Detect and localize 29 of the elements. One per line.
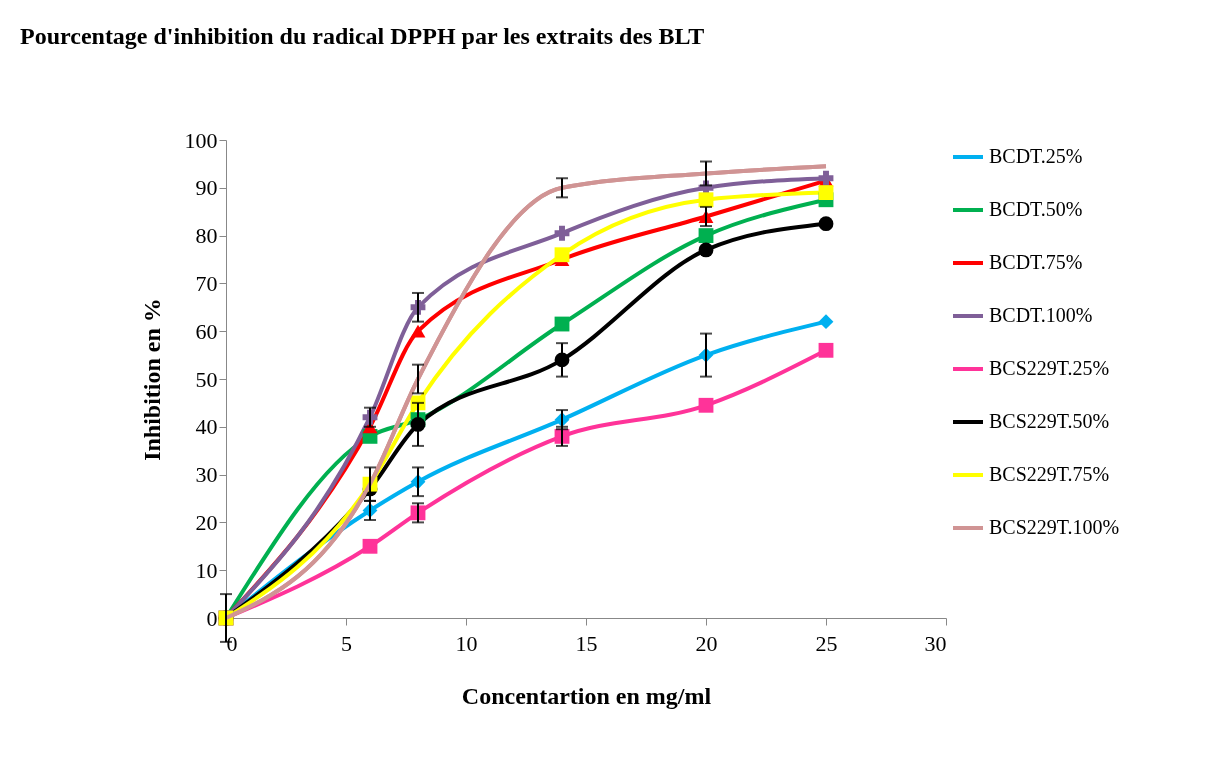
x-tick-label: 30 — [924, 630, 947, 656]
legend-label: BCDT.50% — [989, 198, 1083, 220]
y-tick-label: 100 — [184, 127, 218, 153]
y-tick-label: 0 — [206, 605, 218, 631]
y-tick-label: 20 — [195, 509, 218, 535]
x-tick-label: 0 — [226, 630, 238, 656]
legend-label: BCDT.100% — [989, 304, 1093, 326]
y-tick-label: 70 — [195, 270, 218, 296]
legend-label: BCDT.75% — [989, 251, 1083, 273]
legend-label: BCS229T.100% — [989, 516, 1120, 538]
y-tick-label: 80 — [195, 223, 218, 249]
y-axis-title: Inhibition en % — [138, 298, 165, 461]
y-tick-label: 10 — [195, 557, 218, 583]
y-tick-label: 40 — [195, 414, 218, 440]
chart-title: Pourcentage d'inhibition du radical DPPH par les extraits des BLT — [20, 23, 705, 49]
y-tick-label: 30 — [195, 462, 218, 488]
legend-label: BCS229T.25% — [989, 357, 1110, 379]
legend-label: BCS229T.50% — [989, 410, 1110, 432]
x-tick-label: 20 — [695, 630, 718, 656]
y-tick-label: 50 — [195, 366, 218, 392]
y-tick-label: 60 — [195, 318, 218, 344]
x-tick-label: 10 — [455, 630, 478, 656]
x-tick-label: 15 — [575, 630, 598, 656]
y-tick-label: 90 — [195, 175, 218, 201]
legend-label: BCDT.25% — [989, 145, 1083, 167]
x-tick-label: 25 — [815, 630, 838, 656]
x-tick-label: 5 — [341, 630, 352, 656]
x-axis-title: Concentartion en mg/ml — [461, 682, 712, 709]
legend-label: BCS229T.75% — [989, 463, 1110, 485]
